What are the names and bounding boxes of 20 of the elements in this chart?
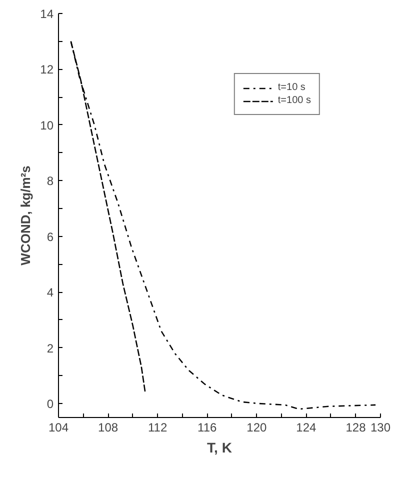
y-tick-label: 8 <box>46 174 54 188</box>
y-tick-label: 10 <box>40 118 54 132</box>
x-axis-title: T, K <box>207 440 232 456</box>
legend-label: t=10 s <box>278 82 306 93</box>
y-tick-label: 14 <box>40 7 54 21</box>
x-tick-label: 130 <box>370 420 391 434</box>
y-tick-label: 12 <box>40 62 54 77</box>
x-tick-label: 112 <box>148 420 168 434</box>
x-tick-label: 128 <box>346 420 366 434</box>
y-axis-title: WCOND, kg/m²s <box>18 166 34 266</box>
y-tick-label: 6 <box>46 230 54 244</box>
y-tick-label: 4 <box>46 286 54 300</box>
x-tick-label: 108 <box>98 420 118 434</box>
x-tick-label: 104 <box>48 420 69 434</box>
x-tick-label: 116 <box>198 420 218 434</box>
y-tick-label: 2 <box>46 341 54 356</box>
legend-label: t=100 s <box>278 95 311 106</box>
x-tick-label: 124 <box>296 420 317 434</box>
x-tick-label: 120 <box>246 420 267 434</box>
y-tick-label: 0 <box>46 397 54 412</box>
